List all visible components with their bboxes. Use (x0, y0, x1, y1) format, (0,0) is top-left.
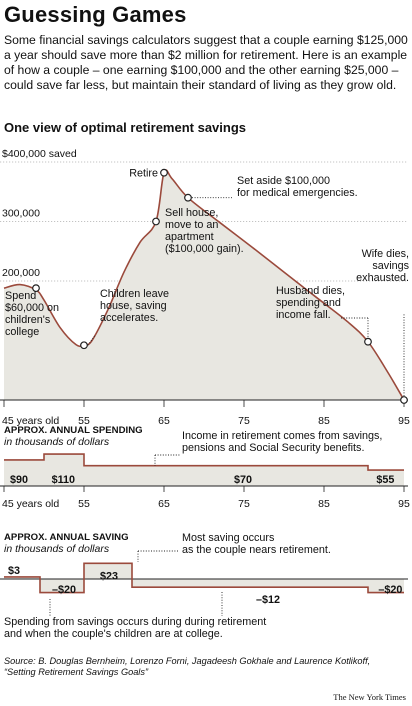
saving-value-label: –$20 (52, 584, 76, 596)
saving-line (4, 562, 404, 594)
annotation-medical: Set aside $100,000 (237, 175, 330, 187)
x-tick-label: 85 (318, 415, 330, 427)
saving-value-label: $23 (100, 570, 118, 582)
annotation-wife-dies: Wife dies, (362, 248, 409, 260)
annotation-college: college (5, 326, 39, 338)
annotation-marker (184, 193, 192, 202)
annotation-marker (400, 396, 408, 404)
saving-value-label: –$12 (256, 594, 280, 606)
annotation-husband-dies: income fall. (276, 309, 331, 321)
source-note: Source: B. Douglas Bernheim, Lorenzo For… (4, 656, 371, 677)
spending-x-tick-label: 65 (158, 498, 170, 510)
saving-step (132, 579, 368, 588)
x-tick-label: 55 (78, 415, 90, 427)
saving-step (40, 579, 84, 593)
annotation-children-leave: house, saving (100, 300, 167, 312)
spending-annotation: pensions and Social Security benefits. (182, 442, 364, 454)
annotation-marker (364, 337, 372, 346)
spending-value-label: $70 (234, 474, 252, 486)
spending-annotation: Income in retirement comes from savings, (182, 430, 382, 442)
saving-annotation-retirement: Most saving occurs (182, 532, 275, 544)
annotation-medical: for medical emergencies. (237, 187, 358, 199)
headline: Guessing Games (4, 2, 187, 27)
annotation-retire: Retire (129, 168, 158, 180)
x-tick-label: 75 (238, 415, 250, 427)
saving-step (368, 579, 404, 593)
annotation-husband-dies: Husband dies, (276, 285, 345, 297)
annotation-marker (32, 284, 40, 293)
spending-x-tick-label: 95 (398, 498, 410, 510)
y-tick-label: 300,000 (2, 208, 40, 220)
annotation-sell-house: ($100,000 gain). (165, 243, 244, 255)
annotation-marker (160, 168, 168, 177)
annotation-marker (152, 217, 160, 226)
spending-value-label: $90 (10, 474, 28, 486)
spending-title: APPROX. ANNUAL SPENDING (4, 425, 143, 436)
annotation-college: children's (5, 314, 51, 326)
saving-value-label: –$20 (378, 584, 402, 596)
spending-value-label: $55 (376, 474, 394, 486)
credit-line: The New York Times (333, 692, 406, 702)
spending-step (4, 459, 44, 486)
x-tick-label: 45 years old (2, 415, 59, 427)
annotation-marker (80, 341, 88, 350)
spending-value-label: $110 (52, 474, 75, 486)
saving-annotation-spending: and when the couple's children are at co… (4, 628, 223, 640)
annotation-sell-house: move to an (165, 219, 218, 231)
savings-area (4, 170, 404, 400)
x-tick-label: 95 (398, 415, 410, 427)
saving-value-label: $3 (8, 565, 20, 577)
spending-subtitle: in thousands of dollars (4, 436, 110, 448)
annotation-college: Spend (5, 290, 36, 302)
spending-step (44, 454, 84, 486)
x-tick-label: 65 (158, 415, 170, 427)
spending-x-tick-label: 55 (78, 498, 90, 510)
spending-x-tick-label: 45 years old (2, 498, 59, 510)
annotation-sell-house: Sell house, (165, 207, 218, 219)
chart-subhead: One view of optimal retirement savings (4, 120, 247, 135)
saving-annotation-retirement: as the couple nears retirement. (182, 544, 331, 556)
intro-text: Some financial savings calculators sugge… (4, 33, 408, 92)
saving-step (4, 576, 40, 579)
annotation-children-leave: accelerates. (100, 312, 158, 324)
annotation-college: $60,000 on (5, 302, 59, 314)
spending-step (368, 470, 404, 486)
spending-step (84, 465, 368, 486)
annotation-wife-dies: exhausted. (356, 272, 409, 284)
saving-annotation-spending: Spending from savings occurs during duri… (4, 616, 266, 628)
annotation-children-leave: Children leave (100, 288, 169, 300)
spending-line (4, 453, 404, 471)
y-tick-label: $400,000 saved (2, 148, 77, 160)
annotation-sell-house: apartment (165, 231, 214, 243)
annotation-leader (87, 335, 96, 346)
saving-title: APPROX. ANNUAL SAVING (4, 532, 129, 543)
spending-x-tick-label: 85 (318, 498, 330, 510)
y-tick-label: 200,000 (2, 267, 40, 279)
saving-step (84, 563, 132, 579)
annotation-husband-dies: spending and (276, 297, 341, 309)
annotation-wife-dies: savings (372, 260, 409, 272)
saving-subtitle: in thousands of dollars (4, 543, 110, 555)
spending-x-tick-label: 75 (238, 498, 250, 510)
